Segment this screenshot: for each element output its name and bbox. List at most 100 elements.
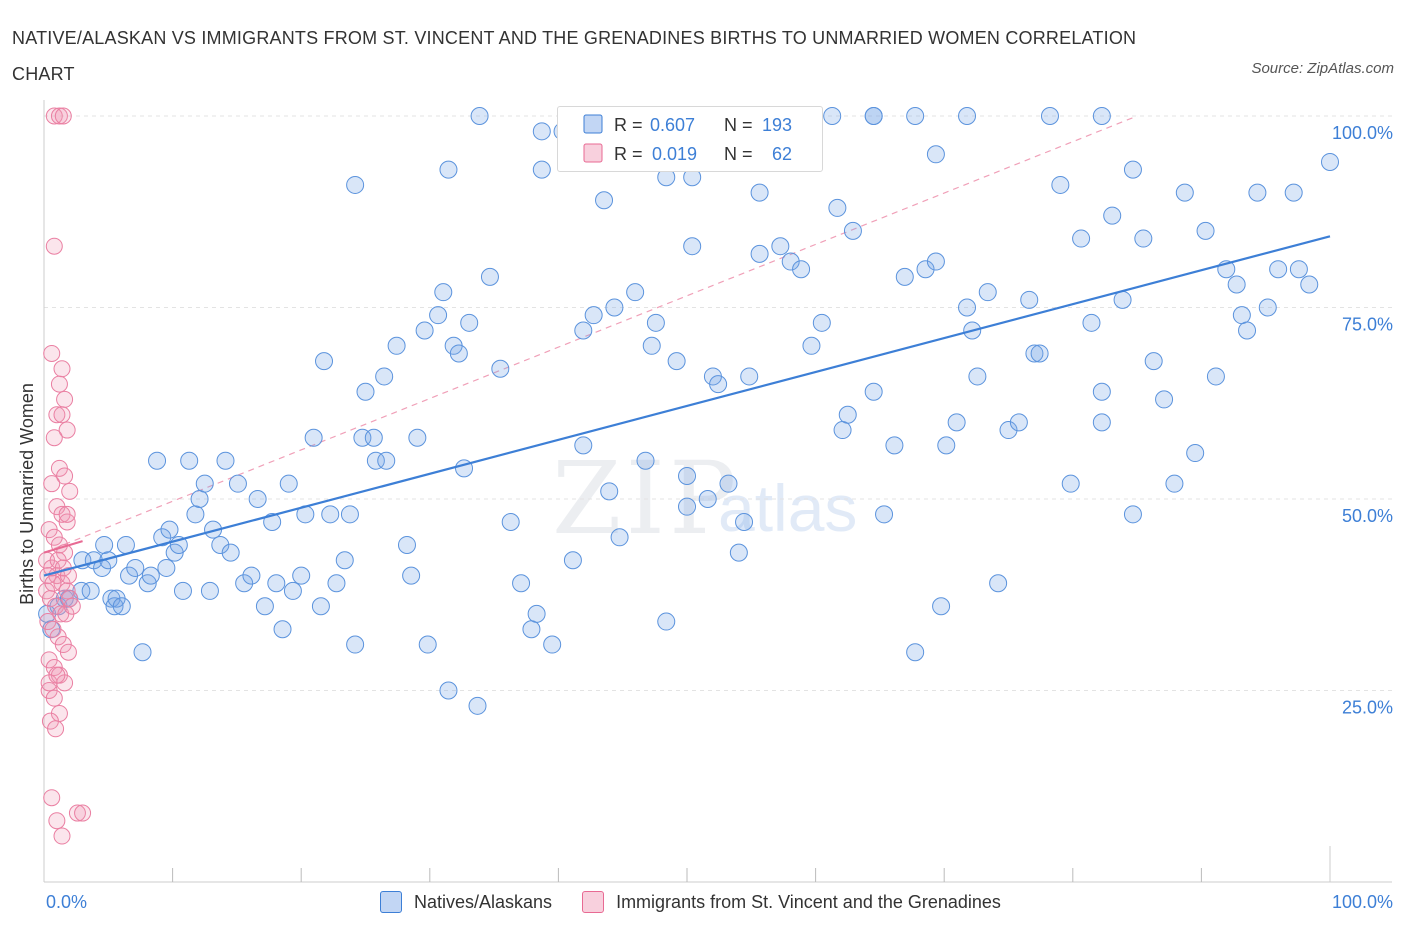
y-axis-label: Births to Unmarried Women bbox=[17, 383, 37, 605]
data-point-natives bbox=[200, 581, 219, 600]
data-point-natives bbox=[346, 175, 365, 194]
data-point-natives bbox=[1258, 298, 1277, 317]
data-point-natives bbox=[248, 490, 267, 508]
legend-n-label-blue: N = bbox=[724, 115, 753, 135]
data-point-immigrants bbox=[53, 360, 71, 378]
data-point-immigrants bbox=[74, 804, 92, 822]
data-point-natives bbox=[968, 367, 987, 386]
data-point-immigrants bbox=[56, 390, 74, 408]
data-point-natives bbox=[321, 505, 340, 524]
data-point-immigrants bbox=[56, 467, 74, 485]
data-point-natives bbox=[1289, 260, 1308, 279]
data-point-immigrants bbox=[48, 406, 66, 424]
data-point-natives bbox=[173, 581, 192, 600]
data-point-natives bbox=[160, 520, 179, 539]
legend-item-natives: Natives/Alaskans bbox=[380, 891, 552, 913]
data-point-natives bbox=[823, 107, 842, 125]
legend-r-label-pink: R = bbox=[614, 144, 643, 164]
data-point-natives bbox=[563, 551, 582, 570]
data-point-immigrants bbox=[45, 429, 63, 447]
data-point-immigrants bbox=[58, 421, 76, 439]
data-point-natives bbox=[283, 581, 302, 600]
data-point-immigrants bbox=[43, 475, 61, 493]
data-point-natives bbox=[228, 474, 247, 493]
data-point-natives bbox=[843, 221, 862, 240]
data-point-natives bbox=[1321, 152, 1339, 171]
legend-svg: R = 0.607 N = 193 R = 0.019 N = 62 bbox=[583, 114, 792, 164]
data-point-natives bbox=[1206, 367, 1225, 386]
data-point-natives bbox=[792, 260, 811, 279]
data-point-natives bbox=[812, 313, 831, 332]
legend-swatch-immigrants bbox=[582, 891, 605, 913]
data-point-natives bbox=[636, 451, 655, 470]
data-point-natives bbox=[116, 535, 135, 554]
watermark-atlas: atlas bbox=[718, 471, 858, 545]
data-point-natives bbox=[1123, 160, 1142, 179]
data-point-immigrants bbox=[63, 597, 81, 615]
data-point-natives bbox=[141, 566, 160, 585]
data-point-natives bbox=[402, 566, 421, 585]
legend-swatch-pink bbox=[583, 143, 603, 163]
data-point-natives bbox=[292, 566, 311, 585]
data-point-natives bbox=[501, 512, 520, 531]
data-point-natives bbox=[735, 512, 754, 531]
data-point-natives bbox=[864, 107, 883, 125]
data-point-natives bbox=[335, 551, 354, 570]
data-point-natives bbox=[885, 436, 904, 455]
data-point-natives bbox=[719, 474, 738, 493]
data-point-natives bbox=[242, 566, 261, 585]
data-point-natives bbox=[605, 298, 624, 317]
y-tick-label: 25.0% bbox=[1342, 698, 1393, 718]
chart-title: NATIVE/ALASKAN VS IMMIGRANTS FROM ST. VI… bbox=[12, 28, 1137, 84]
data-point-natives bbox=[126, 558, 145, 577]
data-point-natives bbox=[937, 436, 956, 455]
data-point-natives bbox=[1144, 352, 1163, 371]
data-point-natives bbox=[947, 413, 966, 432]
data-point-immigrants bbox=[48, 812, 66, 830]
data-point-natives bbox=[1113, 290, 1132, 309]
data-point-natives bbox=[895, 267, 914, 286]
data-point-natives bbox=[449, 344, 468, 363]
data-point-natives bbox=[190, 490, 209, 508]
trendline-natives bbox=[43, 235, 1331, 577]
data-point-natives bbox=[532, 122, 551, 141]
data-point-immigrants bbox=[59, 567, 77, 585]
data-point-natives bbox=[1025, 344, 1044, 363]
legend-n-value-pink: 62 bbox=[772, 144, 792, 164]
data-point-natives bbox=[864, 382, 883, 401]
legend-r-label-blue: R = bbox=[614, 115, 643, 135]
data-point-natives bbox=[1123, 505, 1142, 524]
data-point-natives bbox=[1186, 444, 1205, 463]
data-point-natives bbox=[1061, 474, 1080, 493]
data-point-natives bbox=[646, 313, 665, 332]
data-point-natives bbox=[574, 321, 593, 340]
data-point-natives bbox=[279, 474, 298, 493]
data-point-natives bbox=[595, 191, 614, 210]
data-point-natives bbox=[95, 535, 114, 554]
data-point-natives bbox=[833, 421, 852, 440]
data-point-natives bbox=[1030, 344, 1049, 363]
data-point-natives bbox=[1009, 413, 1028, 432]
data-point-immigrants bbox=[45, 237, 63, 255]
data-point-natives bbox=[527, 604, 546, 623]
y-tick-label: 100.0% bbox=[1332, 123, 1393, 143]
data-point-natives bbox=[366, 451, 385, 470]
data-point-immigrants bbox=[43, 789, 61, 807]
data-point-natives bbox=[610, 528, 629, 547]
data-point-natives bbox=[667, 352, 686, 371]
data-point-natives bbox=[600, 482, 619, 501]
data-point-immigrants bbox=[48, 666, 66, 684]
data-point-natives bbox=[657, 612, 676, 631]
data-point-immigrants bbox=[43, 344, 61, 362]
data-point-natives bbox=[1155, 390, 1174, 409]
data-point-natives bbox=[1269, 260, 1288, 279]
data-point-natives bbox=[574, 436, 593, 455]
data-point-natives bbox=[356, 382, 375, 401]
data-point-natives bbox=[989, 574, 1008, 593]
data-point-natives bbox=[1092, 413, 1111, 432]
data-point-natives bbox=[999, 421, 1018, 440]
data-point-immigrants bbox=[59, 643, 77, 661]
data-point-natives bbox=[133, 643, 152, 662]
data-point-natives bbox=[434, 283, 453, 302]
data-point-natives bbox=[750, 183, 769, 202]
